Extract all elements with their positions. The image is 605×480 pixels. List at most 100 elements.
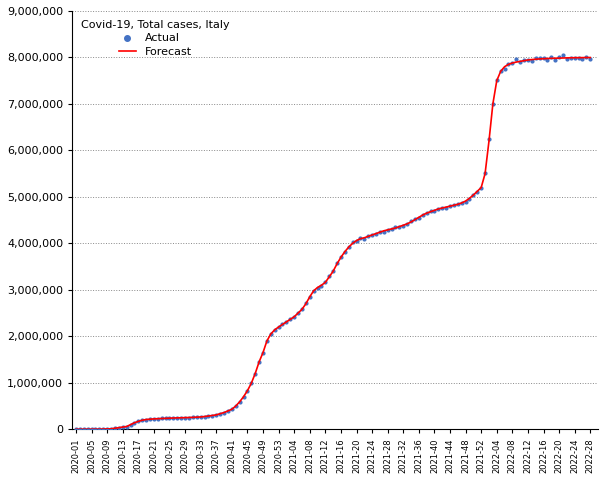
Actual [551, 56, 560, 64]
Actual [219, 409, 229, 417]
Actual [75, 425, 85, 433]
Forecast [555, 55, 563, 61]
Actual [496, 68, 506, 75]
Actual [165, 414, 174, 422]
Actual [297, 305, 307, 313]
Actual [453, 201, 463, 208]
Actual [258, 348, 268, 356]
Actual [215, 410, 225, 418]
Forecast [411, 217, 419, 223]
Actual [500, 65, 509, 72]
Actual [515, 58, 525, 65]
Actual [87, 425, 96, 433]
Actual [134, 418, 143, 425]
Actual [562, 55, 572, 63]
Actual [418, 211, 428, 218]
Legend: Actual, Forecast: Actual, Forecast [77, 16, 233, 60]
Actual [110, 424, 120, 432]
Actual [488, 100, 498, 108]
Actual [558, 52, 568, 60]
Actual [157, 415, 166, 422]
Forecast [108, 426, 115, 432]
Actual [430, 207, 439, 215]
Actual [208, 412, 217, 420]
Actual [200, 413, 209, 420]
Actual [329, 267, 338, 275]
Actual [106, 425, 116, 432]
Actual [94, 425, 104, 433]
Actual [352, 237, 361, 244]
Actual [196, 413, 206, 421]
Forecast [567, 55, 574, 60]
Actual [332, 260, 342, 267]
Actual [161, 415, 171, 422]
Actual [543, 56, 552, 63]
Actual [570, 54, 580, 61]
Actual [574, 54, 583, 62]
Actual [270, 326, 280, 334]
Actual [250, 370, 260, 377]
Actual [324, 272, 334, 280]
Actual [301, 300, 311, 307]
Actual [235, 398, 244, 406]
Actual [262, 337, 272, 345]
Actual [188, 414, 198, 421]
Actual [180, 414, 190, 421]
Actual [145, 415, 155, 423]
Actual [473, 188, 482, 196]
Actual [246, 380, 256, 387]
Actual [79, 425, 88, 433]
Actual [457, 199, 466, 207]
Actual [281, 318, 291, 325]
Actual [254, 358, 264, 365]
Actual [426, 207, 436, 215]
Actual [566, 55, 575, 62]
Actual [484, 136, 494, 144]
Actual [278, 321, 287, 328]
Actual [445, 202, 455, 210]
Actual [129, 419, 139, 427]
Actual [153, 415, 163, 422]
Actual [356, 234, 365, 241]
Actual [99, 425, 108, 433]
Actual [211, 411, 221, 419]
Actual [204, 412, 214, 420]
Actual [289, 313, 299, 321]
Actual [227, 406, 237, 413]
Actual [91, 425, 100, 433]
Actual [83, 425, 93, 433]
Actual [414, 214, 424, 221]
Actual [273, 324, 283, 331]
Forecast [587, 55, 594, 60]
Actual [367, 231, 377, 239]
Actual [402, 220, 412, 228]
Actual [371, 230, 381, 238]
Actual [511, 56, 521, 63]
Actual [231, 402, 241, 410]
Actual [468, 192, 478, 199]
Actual [316, 282, 326, 289]
Actual [122, 423, 131, 431]
Actual [305, 293, 315, 301]
Actual [336, 253, 346, 261]
Actual [465, 195, 474, 203]
Forecast [427, 209, 434, 215]
Actual [586, 55, 595, 62]
Actual [437, 204, 447, 212]
Actual [492, 76, 502, 84]
Line: Forecast: Forecast [76, 58, 590, 429]
Actual [126, 421, 136, 429]
Actual [519, 57, 529, 64]
Actual [531, 54, 540, 62]
Actual [399, 222, 408, 229]
Actual [137, 416, 147, 424]
Actual [441, 204, 451, 212]
Actual [383, 226, 393, 234]
Actual [169, 414, 178, 422]
Actual [71, 425, 81, 433]
Actual [523, 56, 533, 64]
Actual [578, 56, 587, 63]
Actual [391, 223, 401, 231]
Actual [546, 53, 556, 60]
Actual [149, 415, 159, 423]
